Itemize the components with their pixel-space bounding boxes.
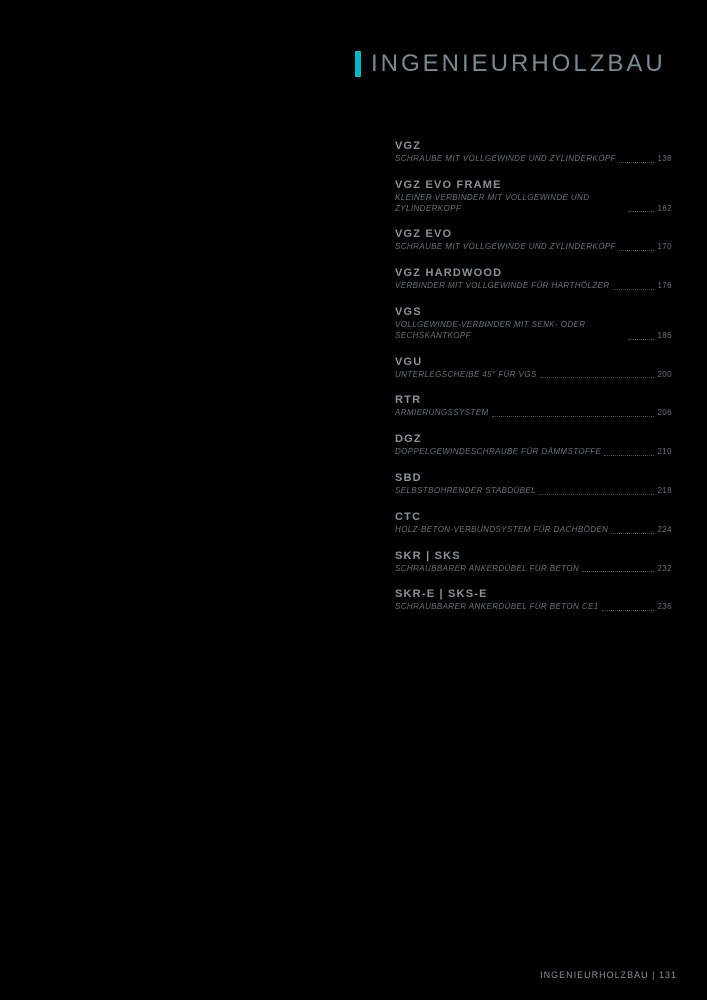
toc-item: SBD SELBSTBOHRENDER STABDÜBEL 218 (395, 472, 672, 497)
toc-dots-leader (628, 339, 654, 340)
toc-item-line: VOLLGEWINDE-VERBINDER MIT SENK- ODER SEC… (395, 320, 672, 342)
toc-item-code: VGZ EVO (395, 228, 672, 240)
toc-item-description: SCHRAUBBARER ANKERDÜBEL FÜR BETON CE1 (395, 602, 599, 613)
toc-item-page: 186 (657, 331, 672, 342)
toc-item: VGS VOLLGEWINDE-VERBINDER MIT SENK- ODER … (395, 306, 672, 342)
toc-dots-leader (492, 416, 655, 417)
toc-item-page: 138 (657, 154, 672, 165)
table-of-contents: VGZ SCHRAUBE MIT VOLLGEWINDE UND ZYLINDER… (395, 140, 672, 627)
toc-item-description: VERBINDER MIT VOLLGEWINDE FÜR HARTHÖLZER (395, 281, 610, 292)
toc-dots-leader (539, 494, 654, 495)
toc-dots-leader (619, 162, 655, 163)
toc-item-code: SBD (395, 472, 672, 484)
toc-item-page: 210 (657, 447, 672, 458)
toc-item-line: UNTERLEGSCHEIBE 45° FÜR VGS 200 (395, 370, 672, 381)
toc-item-line: HOLZ-BETON-VERBUNDSYSTEM FÜR DACHBÖDEN 22… (395, 525, 672, 536)
toc-dots-leader (619, 250, 655, 251)
toc-item-description: HOLZ-BETON-VERBUNDSYSTEM FÜR DACHBÖDEN (395, 525, 608, 536)
footer-page-number: 131 (659, 970, 677, 980)
toc-item-code: VGZ (395, 140, 672, 152)
toc-item-line: SELBSTBOHRENDER STABDÜBEL 218 (395, 486, 672, 497)
toc-item-page: 162 (657, 204, 672, 215)
toc-item: VGZ EVO SCHRAUBE MIT VOLLGEWINDE UND ZYLI… (395, 228, 672, 253)
toc-item-description: SCHRAUBE MIT VOLLGEWINDE UND ZYLINDERKOP… (395, 242, 616, 253)
toc-dots-leader (611, 533, 654, 534)
toc-item-line: DOPPELGEWINDESCHRAUBE FÜR DÄMMSTOFFE 210 (395, 447, 672, 458)
toc-item-line: SCHRAUBBARER ANKERDÜBEL FÜR BETON CE1 236 (395, 602, 672, 613)
toc-item-line: VERBINDER MIT VOLLGEWINDE FÜR HARTHÖLZER… (395, 281, 672, 292)
page-title-container: INGENIEURHOLZBAU (355, 50, 677, 78)
page-title: INGENIEURHOLZBAU (371, 50, 666, 78)
toc-item-page: 236 (657, 602, 672, 613)
toc-item-line: SCHRAUBE MIT VOLLGEWINDE UND ZYLINDERKOP… (395, 242, 672, 253)
toc-dots-leader (602, 610, 655, 611)
toc-item-description: ARMIERUNGSSYSTEM (395, 408, 489, 419)
toc-dots-leader (613, 289, 655, 290)
toc-item-line: SCHRAUBBARER ANKERDÜBEL FÜR BETON 232 (395, 564, 672, 575)
toc-item-page: 170 (657, 242, 672, 253)
toc-item-code: VGZ EVO FRAME (395, 179, 672, 191)
toc-item-page: 224 (657, 525, 672, 536)
toc-item: VGU UNTERLEGSCHEIBE 45° FÜR VGS 200 (395, 356, 672, 381)
toc-item-description: VOLLGEWINDE-VERBINDER MIT SENK- ODER SEC… (395, 320, 625, 342)
toc-item-page: 206 (657, 408, 672, 419)
toc-item-code: CTC (395, 511, 672, 523)
toc-item-description: KLEINER VERBINDER MIT VOLLGEWINDE UND ZY… (395, 193, 625, 215)
toc-item-page: 176 (657, 281, 672, 292)
toc-item-code: RTR (395, 394, 672, 406)
toc-item-page: 200 (657, 370, 672, 381)
toc-dots-leader (582, 571, 654, 572)
toc-item: RTR ARMIERUNGSSYSTEM 206 (395, 394, 672, 419)
toc-item: VGZ EVO FRAME KLEINER VERBINDER MIT VOLLG… (395, 179, 672, 215)
toc-item-description: DOPPELGEWINDESCHRAUBE FÜR DÄMMSTOFFE (395, 447, 601, 458)
toc-dots-leader (540, 377, 655, 378)
toc-item-line: SCHRAUBE MIT VOLLGEWINDE UND ZYLINDERKOP… (395, 154, 672, 165)
toc-item-code: SKR | SKS (395, 550, 672, 562)
toc-item-code: VGU (395, 356, 672, 368)
toc-dots-leader (604, 455, 654, 456)
toc-item: VGZ HARDWOOD VERBINDER MIT VOLLGEWINDE FÜ… (395, 267, 672, 292)
toc-item-description: SCHRAUBE MIT VOLLGEWINDE UND ZYLINDERKOP… (395, 154, 616, 165)
toc-item-line: ARMIERUNGSSYSTEM 206 (395, 408, 672, 419)
page-footer: INGENIEURHOLZBAU | 131 (540, 970, 677, 980)
toc-item-page: 218 (657, 486, 672, 497)
toc-item-code: DGZ (395, 433, 672, 445)
toc-dots-leader (628, 211, 654, 212)
toc-item: SKR | SKS SCHRAUBBARER ANKERDÜBEL FÜR BET… (395, 550, 672, 575)
footer-label: INGENIEURHOLZBAU (540, 970, 649, 980)
toc-item: VGZ SCHRAUBE MIT VOLLGEWINDE UND ZYLINDER… (395, 140, 672, 165)
toc-item: SKR-E | SKS-E SCHRAUBBARER ANKERDÜBEL FÜR… (395, 588, 672, 613)
toc-item-code: SKR-E | SKS-E (395, 588, 672, 600)
toc-item-description: SCHRAUBBARER ANKERDÜBEL FÜR BETON (395, 564, 579, 575)
toc-item: CTC HOLZ-BETON-VERBUNDSYSTEM FÜR DACHBÖDE… (395, 511, 672, 536)
toc-item-page: 232 (657, 564, 672, 575)
toc-item-code: VGS (395, 306, 672, 318)
toc-item-line: KLEINER VERBINDER MIT VOLLGEWINDE UND ZY… (395, 193, 672, 215)
toc-item-description: SELBSTBOHRENDER STABDÜBEL (395, 486, 536, 497)
toc-item-code: VGZ HARDWOOD (395, 267, 672, 279)
toc-item: DGZ DOPPELGEWINDESCHRAUBE FÜR DÄMMSTOFFE 2… (395, 433, 672, 458)
footer-separator: | (649, 970, 659, 980)
accent-bar-icon (355, 51, 361, 77)
toc-item-description: UNTERLEGSCHEIBE 45° FÜR VGS (395, 370, 537, 381)
